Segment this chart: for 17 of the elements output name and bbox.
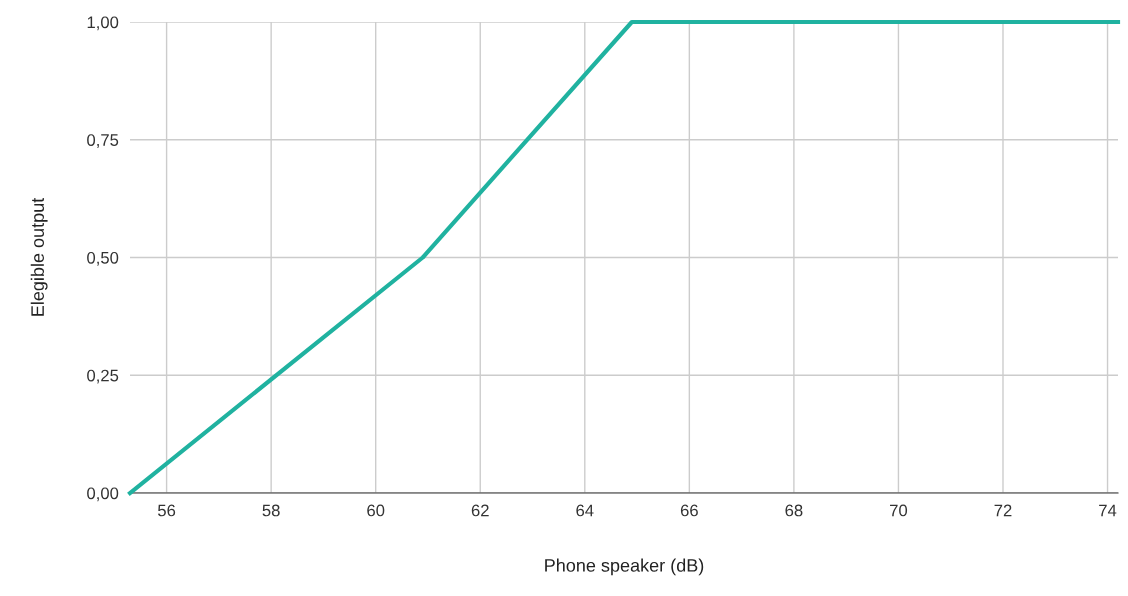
x-tick-label: 64 xyxy=(576,504,594,517)
y-tick-label: 0,25 xyxy=(87,369,119,384)
x-tick-label: 58 xyxy=(262,504,280,517)
y-tick-label: 1,00 xyxy=(87,16,119,31)
x-tick-label: 66 xyxy=(680,504,698,517)
x-axis-title: Phone speaker (dB) xyxy=(545,558,704,576)
y-tick-label: 0,00 xyxy=(87,487,119,502)
x-tick-label: 62 xyxy=(471,504,489,517)
y-tick-label: 0,50 xyxy=(87,251,119,266)
x-tick-label: 68 xyxy=(785,504,803,517)
y-tick-label: 0,75 xyxy=(87,134,119,148)
y-axis-title: Elegible output xyxy=(30,197,48,316)
x-tick-label: 70 xyxy=(890,504,908,517)
x-tick-label: 72 xyxy=(994,504,1012,517)
x-tick-label: 74 xyxy=(1099,504,1117,517)
x-tick-label: 60 xyxy=(367,504,385,517)
x-tick-label: 56 xyxy=(157,504,176,517)
